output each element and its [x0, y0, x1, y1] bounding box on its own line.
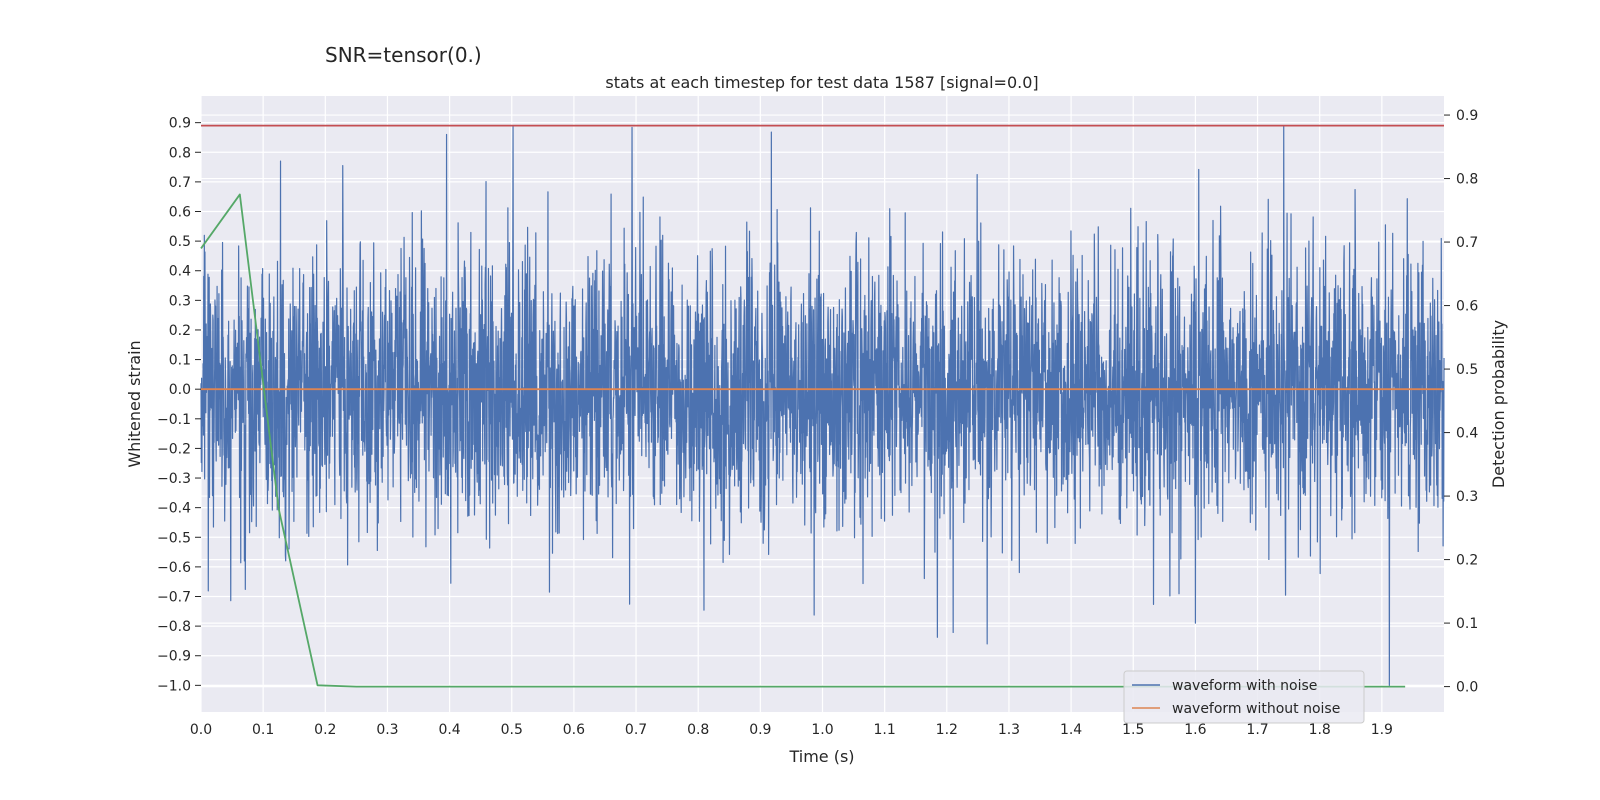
x-axis-ticks: 0.0 0.1 0.2 0.3 0.4 0.5 0.6 0.7 0.8 0.9 1.0 1.1 1.2 1…: [190, 722, 1393, 738]
x-tick-label: 1.3: [998, 722, 1020, 738]
y-tick-label: 0.7: [169, 175, 191, 191]
x-tick-label: 1.4: [1060, 722, 1082, 738]
x-tick-label: 0.5: [501, 722, 523, 738]
x-axis-label: Time (s): [788, 747, 854, 766]
y-axis-ticks: 0.9 0.8 0.7 0.6 0.5 0.4 0.3 0.2 0.1 0.0 −0.1 −0.2 −0…: [157, 116, 201, 694]
x-tick-label: 1.2: [936, 722, 958, 738]
series-layer: [200, 124, 1445, 688]
legend-box: [1123, 670, 1365, 724]
y-tick-label: 0.3: [169, 293, 191, 309]
right-y-tick-label: 0.3: [1456, 489, 1478, 505]
y-axis-label: Whitened strain: [125, 340, 144, 467]
y-tick-label: −0.9: [157, 649, 191, 665]
x-tick-label: 0.2: [314, 722, 336, 738]
right-y-tick-label: 0.6: [1456, 299, 1478, 315]
x-tick-label: 1.5: [1122, 722, 1144, 738]
y-tick-label: −0.2: [157, 441, 191, 457]
y-tick-label: −0.4: [157, 501, 191, 517]
figure-suptitle: SNR=tensor(0.): [325, 43, 482, 67]
x-tick-label: 0.6: [563, 722, 585, 738]
y-tick-label: 0.4: [169, 264, 191, 280]
y-tick-label: −0.3: [157, 471, 191, 487]
y-tick-label: −0.1: [157, 412, 191, 428]
chart-title: stats at each timestep for test data 158…: [605, 73, 1038, 92]
right-y-tick-label: 0.1: [1456, 616, 1478, 632]
x-tick-label: 1.8: [1309, 722, 1331, 738]
legend: waveform with noise waveform without noi…: [1123, 670, 1365, 724]
right-y-tick-label: 0.5: [1456, 362, 1478, 378]
x-tick-label: 1.1: [874, 722, 896, 738]
series-detection-probability: [200, 193, 1406, 688]
y-tick-label: −0.5: [157, 530, 191, 546]
y-tick-label: −0.7: [157, 590, 191, 606]
y-tick-label: −1.0: [157, 678, 191, 694]
x-tick-label: 1.0: [811, 722, 833, 738]
y-tick-label: 0.6: [169, 205, 191, 221]
x-tick-label: 1.6: [1184, 722, 1206, 738]
y-tick-label: 0.8: [169, 145, 191, 161]
right-y-tick-label: 0.2: [1456, 553, 1478, 569]
legend-label-without-noise: waveform without noise: [1172, 701, 1340, 717]
x-tick-label: 1.9: [1371, 722, 1393, 738]
x-tick-label: 0.8: [687, 722, 709, 738]
right-y-tick-label: 0.8: [1456, 172, 1478, 188]
y-tick-label: −0.8: [157, 619, 191, 635]
right-y-tick-label: 0.9: [1456, 108, 1478, 124]
x-tick-label: 0.9: [749, 722, 771, 738]
y-tick-label: 0.9: [169, 116, 191, 132]
right-y-axis-ticks: 0.9 0.8 0.7 0.6 0.5 0.4 0.3 0.2 0.1 0.0: [1444, 108, 1478, 696]
x-tick-label: 0.7: [625, 722, 647, 738]
right-y-tick-label: 0.4: [1456, 426, 1478, 442]
y-tick-label: −0.6: [157, 560, 191, 576]
y-tick-label: 0.5: [169, 234, 191, 250]
right-y-tick-label: 0.0: [1456, 680, 1478, 696]
right-y-tick-label: 0.7: [1456, 235, 1478, 251]
x-tick-label: 0.3: [376, 722, 398, 738]
series-with-noise: [200, 125, 1445, 686]
y-tick-label: 0.0: [169, 382, 191, 398]
legend-label-with-noise: waveform with noise: [1172, 678, 1317, 694]
right-y-axis-label: Detection probability: [1489, 320, 1508, 488]
x-tick-label: 0.4: [438, 722, 460, 738]
y-tick-label: 0.1: [169, 353, 191, 369]
x-tick-label: 1.7: [1246, 722, 1268, 738]
x-tick-label: 0.0: [190, 722, 212, 738]
x-tick-label: 0.1: [252, 722, 274, 738]
y-tick-label: 0.2: [169, 323, 191, 339]
